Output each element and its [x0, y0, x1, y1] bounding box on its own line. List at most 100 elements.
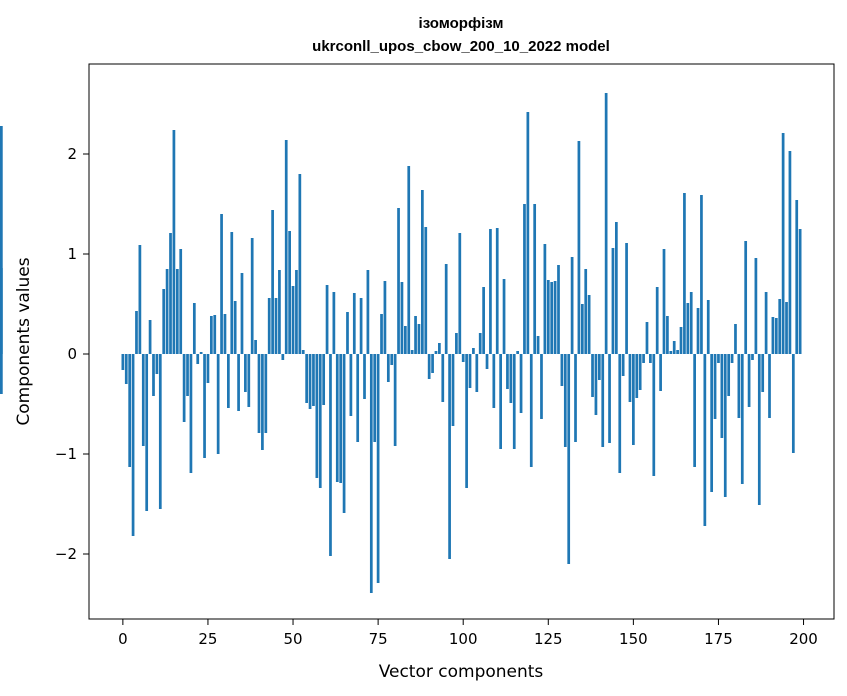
bar-149	[628, 354, 632, 402]
bar-143	[608, 354, 611, 443]
bar-29	[220, 214, 223, 354]
bar-74	[373, 354, 377, 442]
bar-151	[635, 354, 639, 398]
bar-21	[192, 303, 196, 354]
bar-43	[267, 298, 271, 354]
bar-194	[781, 133, 785, 354]
bar-142	[604, 93, 608, 354]
bar-93	[438, 343, 441, 354]
bar-178	[727, 354, 731, 396]
bar-42	[264, 354, 268, 433]
bar-109	[492, 354, 496, 408]
bar-103	[472, 348, 475, 354]
bar-112	[502, 279, 506, 354]
bar-27	[213, 315, 217, 354]
bar-96	[448, 354, 451, 559]
bar-160	[666, 316, 669, 354]
bar-173	[710, 354, 714, 492]
bar-31	[227, 354, 230, 408]
bar-54	[305, 354, 309, 403]
x-axis-ticks: 0 25 50 75 100 125 150 175 200	[118, 619, 818, 648]
bar-179	[730, 354, 734, 363]
bar-188	[761, 354, 765, 392]
bar-145	[614, 222, 618, 354]
bar-0	[121, 354, 125, 370]
bar-13	[165, 269, 169, 354]
bar-155	[649, 354, 652, 363]
bar-176	[720, 354, 724, 438]
bar-6	[141, 354, 145, 446]
x-axis-label: Vector components	[379, 662, 544, 682]
bars-group	[0, 93, 802, 593]
bar-121	[533, 204, 537, 354]
bar-154	[645, 322, 649, 354]
bar-2	[128, 354, 132, 467]
y-axis-label: Components values	[14, 257, 34, 425]
bar-12	[162, 289, 166, 354]
bar-191	[771, 317, 775, 354]
bar-45	[274, 298, 278, 354]
bar-82	[400, 282, 404, 354]
bar-40	[257, 354, 261, 433]
bar-71	[363, 354, 366, 399]
bar-189	[764, 292, 768, 354]
bar-123	[540, 354, 543, 419]
bar-195	[785, 302, 788, 354]
bar-167	[689, 292, 693, 354]
bar-117	[519, 354, 523, 413]
bar-190	[768, 354, 771, 418]
bar-108	[489, 229, 492, 354]
bar-23	[199, 352, 203, 354]
bar-187	[757, 354, 761, 505]
plot-frame	[88, 63, 835, 620]
bar-94	[441, 354, 445, 402]
bar-107	[485, 354, 489, 369]
bar-22	[196, 354, 200, 364]
bar-106	[482, 287, 485, 354]
bar-137	[587, 295, 591, 354]
bar-180	[734, 324, 737, 354]
bar-18	[182, 354, 186, 422]
bar-4	[135, 311, 138, 354]
bar-105	[478, 333, 482, 354]
y-axis-ticks: −2 −1 0 1 2	[55, 145, 89, 563]
bar-16	[175, 269, 179, 354]
bar-152	[638, 354, 642, 390]
bar-39	[254, 340, 257, 354]
bar-169	[696, 308, 700, 354]
bar-136	[584, 269, 588, 354]
bar-33	[233, 301, 237, 354]
bar-88	[420, 190, 424, 354]
bar-199	[798, 229, 802, 354]
bar-111	[499, 354, 503, 449]
bar-77	[383, 281, 387, 354]
bar-49	[288, 231, 291, 354]
y-tick-label--2: −2	[55, 545, 77, 563]
bar-50	[291, 286, 295, 354]
bar-162	[672, 341, 676, 354]
bar-52	[298, 174, 302, 354]
bar-78	[386, 354, 390, 382]
bar-26	[209, 316, 213, 354]
bar-36	[244, 354, 247, 392]
bar-122	[536, 336, 540, 354]
bar-192	[774, 318, 778, 354]
bar-138	[591, 354, 594, 397]
bar-113	[506, 354, 509, 389]
bar-37	[247, 354, 251, 407]
bar-47	[281, 354, 285, 360]
x-tick-label-100: 100	[449, 630, 478, 648]
bar-80	[393, 354, 397, 446]
bar-92	[434, 351, 438, 354]
bar-24	[203, 354, 206, 458]
bar-97	[451, 354, 455, 426]
bar-128	[557, 265, 560, 354]
x-tick-label-200: 200	[789, 630, 818, 648]
bar-110	[495, 228, 499, 354]
bar-90	[427, 354, 431, 379]
bar-156	[652, 354, 656, 476]
bar-172	[706, 300, 710, 354]
bar-89	[424, 227, 428, 354]
bar-58	[318, 354, 322, 488]
